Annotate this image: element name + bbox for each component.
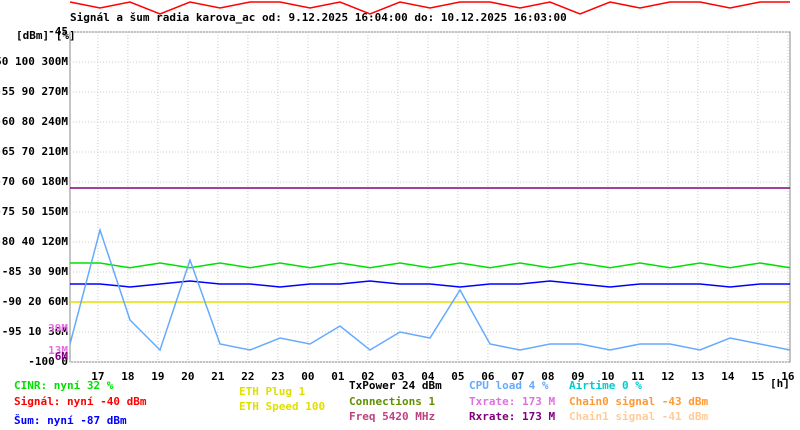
- x-tick-label: 03: [391, 370, 404, 383]
- legend-entry: Chain0 signal -43 dBm: [569, 395, 708, 408]
- legend-entry: CPU load 4 %: [469, 379, 549, 392]
- x-tick-label: 21: [211, 370, 225, 383]
- x-tick-label: 00: [301, 370, 314, 383]
- chart-title: Signál a šum radia karova_ac od: 9.12.20…: [70, 11, 567, 24]
- x-tick-label: 14: [721, 370, 735, 383]
- y-tick-label: -65 70 210M: [0, 145, 68, 158]
- x-tick-label: 20: [181, 370, 194, 383]
- x-tick-label: 05: [451, 370, 464, 383]
- series-line: [69, 227, 791, 352]
- legend-entry: Airtime 0 %: [569, 379, 642, 392]
- y-tick-label: -80 40 120M: [0, 235, 68, 248]
- y-tick-label: -90 20 60M: [2, 295, 69, 308]
- x-tick-label: 04: [421, 370, 435, 383]
- y-unit-label: [dBm] [%]: [16, 29, 76, 42]
- y-tick-label: -70 60 180M: [0, 175, 68, 188]
- x-tick-label: 18: [121, 370, 134, 383]
- x-tick-label: 16: [781, 370, 795, 383]
- x-tick-label: 12: [661, 370, 674, 383]
- y-tick-label: -100 0: [28, 355, 68, 368]
- legend-entry: Connections 1: [349, 395, 435, 408]
- axis-annotation: 39M: [48, 322, 68, 335]
- x-tick-label: 17: [91, 370, 104, 383]
- legend-entry: Signál: nyní -40 dBm: [14, 395, 147, 408]
- x-tick-label: 08: [541, 370, 554, 383]
- x-tick-label: 22: [241, 370, 254, 383]
- series-line: [70, 262, 791, 269]
- y-tick-label: -75 50 150M: [0, 205, 68, 218]
- legend-entry: Freq 5420 MHz: [349, 410, 435, 423]
- series-line: [69, 1, 790, 15]
- plot-area: [69, 31, 791, 363]
- x-tick-label: 01: [331, 370, 345, 383]
- y-tick-label: -50 100 300M: [0, 55, 68, 68]
- x-tick-label: 09: [571, 370, 584, 383]
- legend-entry: Txrate: 173 M: [469, 395, 555, 408]
- x-tick-label: 15: [751, 370, 764, 383]
- axis-annotation: 13M: [48, 344, 68, 357]
- x-tick-label: 10: [601, 370, 614, 383]
- axis-annotation: 6M: [55, 350, 69, 363]
- x-tick-label: 13: [691, 370, 704, 383]
- legend-entry: CINR: nyní 32 %: [14, 379, 114, 392]
- legend-entry: TxPower 24 dBm: [349, 379, 442, 392]
- y-tick-label: -55 90 270M: [0, 85, 68, 98]
- x-unit-label: [h]: [770, 377, 790, 390]
- legend-entry: Rxrate: 173 M: [469, 410, 555, 423]
- y-tick-label: -95 10 30M: [2, 325, 69, 338]
- legend-entry: ETH Speed 100: [239, 400, 325, 413]
- x-tick-label: 23: [271, 370, 284, 383]
- legend-entry: ETH Plug 1: [239, 385, 306, 398]
- legend-entry: Chain1 signal -41 dBm: [569, 410, 708, 423]
- series-line: [70, 280, 790, 288]
- x-tick-label: 07: [511, 370, 524, 383]
- x-tick-label: 02: [361, 370, 374, 383]
- y-tick-label: -85 30 90M: [2, 265, 69, 278]
- x-tick-label: 19: [151, 370, 164, 383]
- x-tick-label: 11: [631, 370, 645, 383]
- legend-entry: Šum: nyní -87 dBm: [14, 414, 127, 427]
- y-tick-label: -45: [48, 25, 68, 38]
- y-tick-label: -60 80 240M: [0, 115, 68, 128]
- x-tick-label: 06: [481, 370, 495, 383]
